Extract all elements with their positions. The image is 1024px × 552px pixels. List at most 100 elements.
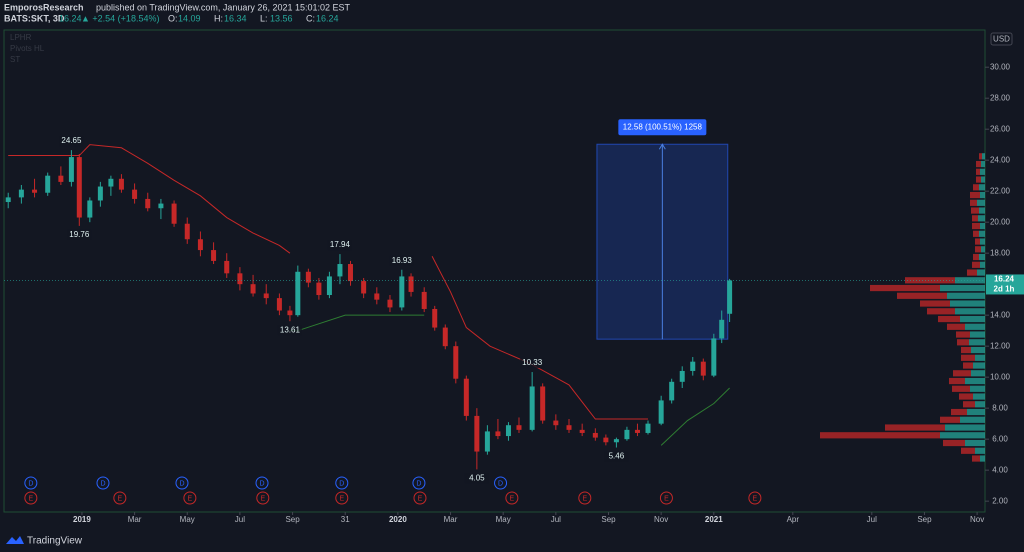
volume-profile-up bbox=[980, 222, 985, 230]
volume-profile-down bbox=[820, 432, 940, 439]
candle-body bbox=[658, 400, 664, 424]
candle-body bbox=[316, 282, 322, 296]
volume-profile-up bbox=[965, 323, 985, 330]
ohlc-label: C: bbox=[306, 13, 315, 23]
volume-profile-up bbox=[980, 261, 985, 268]
event-label: E bbox=[582, 495, 587, 502]
event-earnings bbox=[183, 491, 197, 505]
event-label: E bbox=[753, 495, 758, 502]
x-tick-label: Nov bbox=[970, 515, 984, 524]
volume-profile-down bbox=[885, 424, 945, 431]
brand: TradingView bbox=[6, 536, 83, 547]
volume-profile-down bbox=[963, 362, 973, 369]
pivot-label: 24.65 bbox=[61, 136, 82, 145]
event-label: E bbox=[339, 495, 344, 502]
volume-profile-up bbox=[940, 432, 985, 439]
event-label: E bbox=[418, 495, 423, 502]
y-tick-label: 28.00 bbox=[990, 93, 1011, 102]
candle-body bbox=[634, 429, 640, 433]
price-tag-countdown: 2d 1h bbox=[994, 285, 1015, 294]
candle-body bbox=[58, 175, 64, 182]
brand-name: TradingView bbox=[27, 536, 83, 547]
pivot-label-bg bbox=[464, 473, 489, 484]
ohlc-value: 13.56 bbox=[270, 13, 293, 23]
event-dividends bbox=[335, 476, 349, 490]
volume-profile-down bbox=[956, 331, 970, 338]
volume-profile-up bbox=[980, 455, 985, 462]
x-tick-label: Mar bbox=[444, 515, 458, 524]
candle-body bbox=[463, 378, 469, 416]
volume-profile-down bbox=[976, 160, 981, 168]
volume-profile-down bbox=[972, 215, 978, 222]
candle-body bbox=[32, 189, 38, 193]
candle-body bbox=[118, 178, 124, 190]
event-dividends bbox=[255, 476, 269, 490]
volume-profile-up bbox=[980, 168, 985, 175]
volume-profile-up bbox=[977, 199, 985, 206]
event-label: D bbox=[416, 480, 421, 487]
x-tick-label: May bbox=[180, 515, 195, 524]
volume-profile-down bbox=[973, 230, 979, 237]
y-tick-label: 30.00 bbox=[990, 62, 1011, 71]
candle-body bbox=[566, 425, 572, 430]
event-earnings bbox=[113, 491, 127, 505]
volume-profile-up bbox=[980, 238, 985, 245]
volume-profile-down bbox=[927, 308, 955, 315]
volume-profile-up bbox=[960, 416, 985, 423]
x-tick-label: 2021 bbox=[705, 515, 723, 524]
volume-profile-up bbox=[975, 447, 985, 454]
y-tick-label: 18.00 bbox=[990, 248, 1011, 257]
candle-body bbox=[679, 370, 685, 382]
volume-profile-up bbox=[979, 253, 985, 261]
volume-profile-down bbox=[973, 184, 979, 191]
ohlc-value: 16.24 bbox=[316, 13, 339, 23]
y-tick-label: 6.00 bbox=[992, 434, 1008, 443]
volume-profile-up bbox=[950, 300, 985, 307]
event-dividends bbox=[96, 476, 110, 490]
candle-body bbox=[408, 276, 414, 292]
volume-profile-up bbox=[973, 393, 985, 400]
indicator-name: LPHR bbox=[10, 33, 32, 42]
candle-body bbox=[700, 361, 706, 376]
volume-profile-down bbox=[976, 168, 980, 175]
price-tag-value: 16.24 bbox=[994, 275, 1015, 284]
candle-body bbox=[347, 264, 353, 282]
y-tick-label: 2.00 bbox=[992, 496, 1008, 505]
x-tick-label: Jul bbox=[551, 515, 561, 524]
x-tick-label: Nov bbox=[654, 515, 668, 524]
y-tick-label: 4.00 bbox=[992, 465, 1008, 474]
event-label: E bbox=[188, 495, 193, 502]
x-tick-label: 2020 bbox=[389, 515, 407, 524]
y-tick-label: 14.00 bbox=[990, 310, 1011, 319]
volume-profile-down bbox=[943, 439, 965, 447]
candle-body bbox=[711, 338, 717, 376]
volume-profile-down bbox=[938, 315, 960, 323]
event-label: D bbox=[100, 480, 105, 487]
volume-profile-down bbox=[897, 292, 947, 299]
event-earnings bbox=[659, 491, 673, 505]
volume-profile-up bbox=[970, 331, 985, 338]
event-earnings bbox=[24, 491, 38, 505]
volume-profile-down bbox=[975, 238, 980, 245]
pivot-label: 13.61 bbox=[280, 325, 301, 334]
pivot-label-bg bbox=[277, 325, 302, 336]
volume-profile-down bbox=[947, 323, 965, 330]
event-dividends bbox=[24, 476, 38, 490]
pivot-label: 4.05 bbox=[469, 473, 485, 482]
pivot-label-bg bbox=[67, 229, 92, 240]
volume-profile-down bbox=[951, 408, 967, 416]
candle-body bbox=[326, 276, 332, 296]
volume-profile-down bbox=[953, 370, 971, 377]
change: ▲ +2.54 (+18.54%) bbox=[81, 13, 159, 23]
volume-profile-up bbox=[967, 408, 985, 416]
indicator-legend: LPHR Pivots HL ST bbox=[10, 33, 45, 64]
candle-body bbox=[387, 299, 393, 308]
volume-profile-up bbox=[973, 362, 985, 369]
candle-body bbox=[68, 157, 74, 182]
volume-profile-down bbox=[961, 354, 975, 361]
volume-profile-up bbox=[970, 385, 985, 392]
y-tick-label: 10.00 bbox=[990, 372, 1011, 381]
y-tick-label: 26.00 bbox=[990, 124, 1011, 133]
event-dividends bbox=[175, 476, 189, 490]
brand-logo bbox=[6, 536, 24, 544]
